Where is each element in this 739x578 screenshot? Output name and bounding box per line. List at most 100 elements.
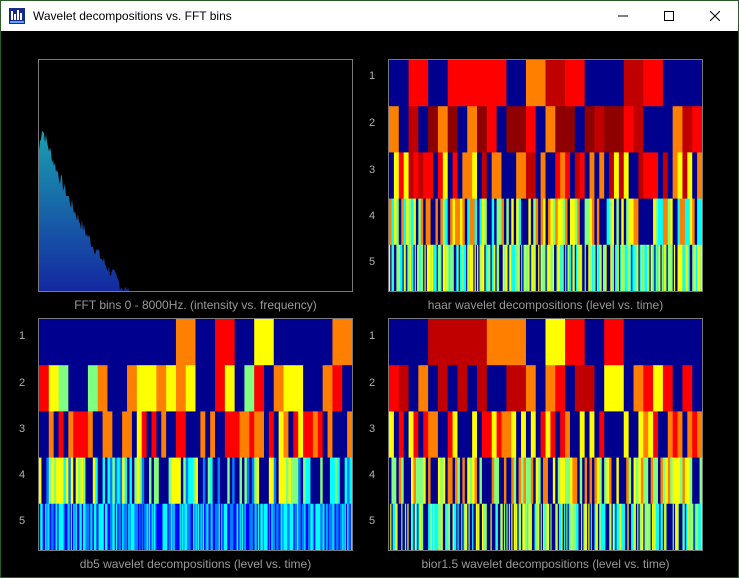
bior-cell [682, 319, 702, 366]
db5-cell [107, 365, 117, 412]
fft-plot [38, 59, 353, 292]
bior-cell [409, 365, 419, 412]
haar-cell [443, 152, 448, 199]
bior-cell [648, 411, 653, 458]
db5-cell [342, 411, 347, 458]
bior-level-label-5: 5 [365, 515, 379, 527]
haar-cell [643, 60, 663, 107]
title-bar[interactable]: Wavelet decompositions vs. FFT bins [1, 1, 738, 31]
bior-cell [394, 411, 399, 458]
haar-cell [389, 60, 409, 107]
db5-cell [274, 365, 284, 412]
haar-cell [604, 106, 614, 153]
haar-cell [536, 106, 546, 153]
bior-cell [531, 411, 536, 458]
fft-spectrum [39, 131, 141, 291]
bior-cell [555, 411, 560, 458]
bior-cell [634, 411, 639, 458]
db5-cell [328, 411, 333, 458]
bior-cell [604, 411, 609, 458]
fft-plot-canvas [39, 60, 352, 291]
bior-cell [634, 365, 644, 412]
db5-cell [103, 411, 108, 458]
haar-cell [560, 152, 565, 199]
haar-cell [555, 106, 565, 153]
bior-cell [462, 411, 467, 458]
bior-cell [682, 365, 692, 412]
db5-cell [78, 365, 88, 412]
bior-cell [428, 411, 433, 458]
db5-cell [303, 365, 313, 412]
minimize-button[interactable] [600, 1, 646, 31]
bior-cell [546, 319, 566, 366]
haar-cell [546, 106, 556, 153]
bior-cell [555, 365, 565, 412]
db5-cell [171, 411, 176, 458]
haar-cell [658, 152, 663, 199]
haar-cell [394, 152, 399, 199]
db5-cell [176, 319, 196, 366]
haar-caption: haar wavelet decompositions (level vs. t… [388, 298, 703, 312]
haar-cell [609, 152, 614, 199]
bior-level-label-1: 1 [365, 330, 379, 342]
bior-heatmap [388, 318, 703, 551]
db5-cell [39, 365, 49, 412]
db5-cell [318, 411, 323, 458]
db5-cell [49, 365, 59, 412]
db5-cell [215, 365, 225, 412]
bior-cell [585, 319, 605, 366]
haar-cell [413, 152, 418, 199]
db5-cell [230, 411, 235, 458]
haar-cell [673, 152, 678, 199]
bior-cell [506, 319, 526, 366]
haar-cell [648, 152, 653, 199]
bior-cell [624, 411, 629, 458]
db5-cell [293, 365, 303, 412]
bior-cell [590, 411, 595, 458]
haar-cell [467, 60, 487, 107]
bior-cell [614, 365, 624, 412]
haar-cell [497, 106, 507, 153]
haar-cell [678, 152, 683, 199]
bior-cell [423, 411, 428, 458]
db5-cell [88, 365, 98, 412]
haar-cell [701, 245, 702, 291]
bior-cell [575, 411, 580, 458]
haar-cell [555, 152, 560, 199]
haar-cell [604, 152, 609, 199]
db5-cell [176, 365, 186, 412]
haar-cell [634, 106, 644, 153]
db5-cell [235, 411, 240, 458]
haar-cell [580, 152, 585, 199]
haar-cell [472, 152, 477, 199]
haar-cell [546, 60, 566, 107]
bior-cell [687, 411, 692, 458]
db5-cell [215, 411, 220, 458]
db5-cell [332, 319, 352, 366]
db5-cell [54, 411, 59, 458]
haar-cell [594, 152, 599, 199]
bior-cell [418, 411, 423, 458]
bior-cell [585, 365, 595, 412]
haar-cell [492, 152, 497, 199]
haar-cell [501, 152, 506, 199]
haar-cell [462, 152, 467, 199]
maximize-button[interactable] [646, 1, 692, 31]
haar-cell [653, 152, 658, 199]
close-button[interactable] [692, 1, 738, 31]
haar-cell [624, 152, 629, 199]
haar-cell [506, 106, 516, 153]
db5-heatmap-canvas [39, 319, 352, 550]
db5-cell [137, 411, 142, 458]
haar-cell [418, 106, 428, 153]
haar-cell [663, 106, 673, 153]
haar-cell [668, 152, 673, 199]
db5-cell [200, 411, 205, 458]
db5-cell [205, 365, 215, 412]
db5-cell [142, 411, 147, 458]
bior-cell [472, 411, 477, 458]
bior-cell [546, 411, 551, 458]
db5-cell [39, 411, 44, 458]
db5-cell [112, 411, 117, 458]
bior-cell [570, 411, 575, 458]
